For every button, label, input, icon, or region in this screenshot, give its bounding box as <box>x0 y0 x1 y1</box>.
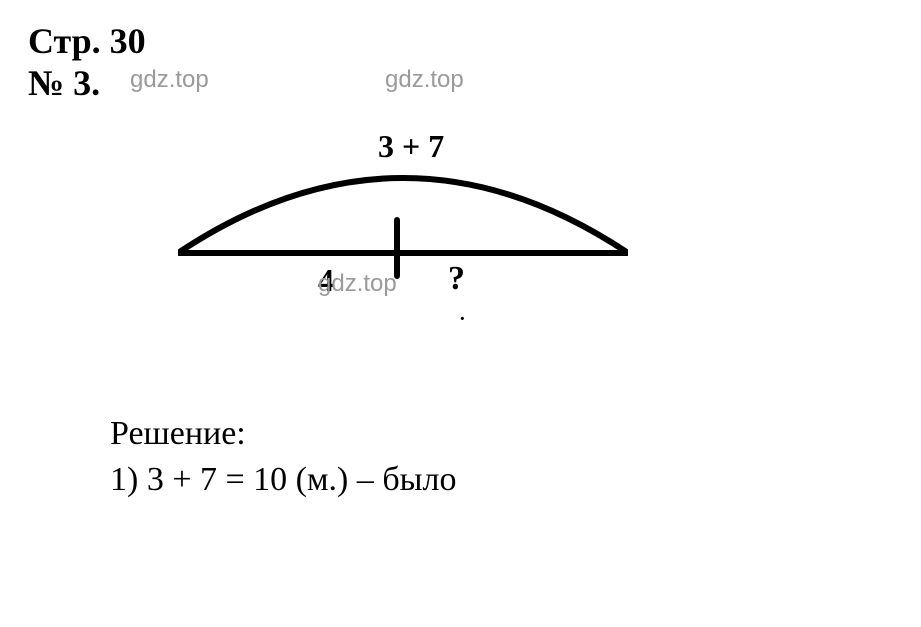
diagram: 3 + 7 4 ? · <box>178 133 628 313</box>
extra-dot: · <box>459 308 466 331</box>
watermark-1: gdz.top <box>130 66 209 94</box>
top-label: 3 + 7 <box>378 128 444 165</box>
page-title: Стр. 30 <box>28 20 146 62</box>
solution-line-1: 1) 3 + 7 = 10 (м.) – было <box>110 461 456 499</box>
watermark-3: gdz.top <box>318 270 397 298</box>
solution-label: Решение: <box>110 415 456 453</box>
problem-number: № 3. <box>28 62 100 104</box>
watermark-2: gdz.top <box>385 66 464 94</box>
question-label: ? <box>448 260 465 298</box>
arc-path <box>178 178 628 253</box>
solution-block: Решение: 1) 3 + 7 = 10 (м.) – было <box>110 415 456 499</box>
